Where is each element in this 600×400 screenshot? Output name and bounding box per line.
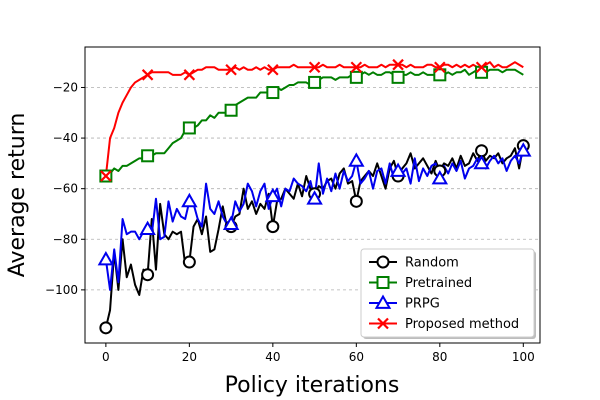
- series-2-point-8: [431, 170, 449, 185]
- series-3-point-2: [183, 69, 196, 81]
- series-3-point-4: [267, 63, 279, 76]
- series-2-point-1: [139, 220, 156, 236]
- x-tick-label-0: 0: [102, 350, 110, 364]
- y-axis: −100 −80 −60 −40 −20: [45, 80, 85, 297]
- series-3-point-6: [350, 61, 363, 74]
- series-3-point-7: [392, 58, 404, 71]
- series-2-point-6: [348, 152, 365, 167]
- series-3-point-8: [434, 61, 446, 74]
- x-tick-label-3: 60: [349, 350, 364, 364]
- series-3-point-0: [100, 170, 112, 182]
- legend-box: [360, 248, 535, 338]
- series-2-point-0: [97, 250, 115, 266]
- series-3-point-9: [475, 61, 488, 74]
- legend-label-3: Proposed method: [405, 317, 519, 332]
- series-2-point-3: [222, 215, 240, 230]
- legend: Random Pretrained PRPG Proposed method: [360, 248, 536, 339]
- series-3-point-5: [308, 61, 321, 74]
- y-tick-label-0: −100: [45, 283, 78, 297]
- series-2-point-7: [389, 162, 407, 177]
- series-0-point-0: [99, 321, 113, 335]
- series-1-point-5: [308, 75, 322, 89]
- x-tick-label-5: 100: [512, 350, 535, 364]
- legend-marker-3: [377, 317, 389, 330]
- plot-frame: [84, 46, 541, 344]
- series-1-point-1: [141, 149, 155, 163]
- legend-label-1: Pretrained: [405, 276, 472, 291]
- series-3-point-3: [225, 63, 237, 76]
- series-1-point-7: [391, 70, 405, 84]
- series-2-point-2: [181, 192, 198, 208]
- series-0-point-2: [182, 255, 196, 269]
- series-1-point-8: [433, 68, 447, 82]
- legend-marker-0: [376, 255, 390, 269]
- series-1-point-6: [349, 70, 363, 84]
- series-2-point-5: [306, 190, 323, 205]
- x-tick-label-1: 20: [182, 350, 197, 364]
- series-0-point-1: [141, 268, 155, 282]
- legend-marker-2: [374, 294, 392, 309]
- legend-marker-1: [376, 276, 390, 289]
- y-axis-label: Average return: [5, 113, 30, 278]
- x-axis: 0 20 40 60 80 100: [102, 343, 535, 364]
- y-tick-label-1: −80: [53, 232, 78, 246]
- series-3-point-1: [141, 69, 154, 81]
- series-0-point-6: [349, 194, 363, 208]
- series-2-point-4: [264, 187, 282, 203]
- series-1-point-3: [224, 103, 238, 117]
- series-1-point-4: [266, 86, 280, 100]
- series-0-point-9: [475, 144, 489, 158]
- series-2-point-10: [515, 142, 532, 157]
- x-axis-label: Policy iterations: [225, 373, 400, 398]
- markers-layer: [97, 58, 532, 335]
- legend-label-2: PRPG: [405, 297, 440, 312]
- y-tick-label-3: −40: [53, 131, 78, 145]
- series-2-point-9: [473, 154, 490, 170]
- y-tick-label-4: −20: [53, 80, 78, 94]
- x-tick-label-2: 40: [265, 350, 280, 364]
- y-tick-label-2: −60: [53, 182, 78, 196]
- series-1-point-2: [182, 121, 196, 135]
- series-0-point-4: [266, 220, 280, 234]
- legend-label-0: Random: [405, 256, 459, 271]
- x-tick-label-4: 80: [432, 350, 447, 364]
